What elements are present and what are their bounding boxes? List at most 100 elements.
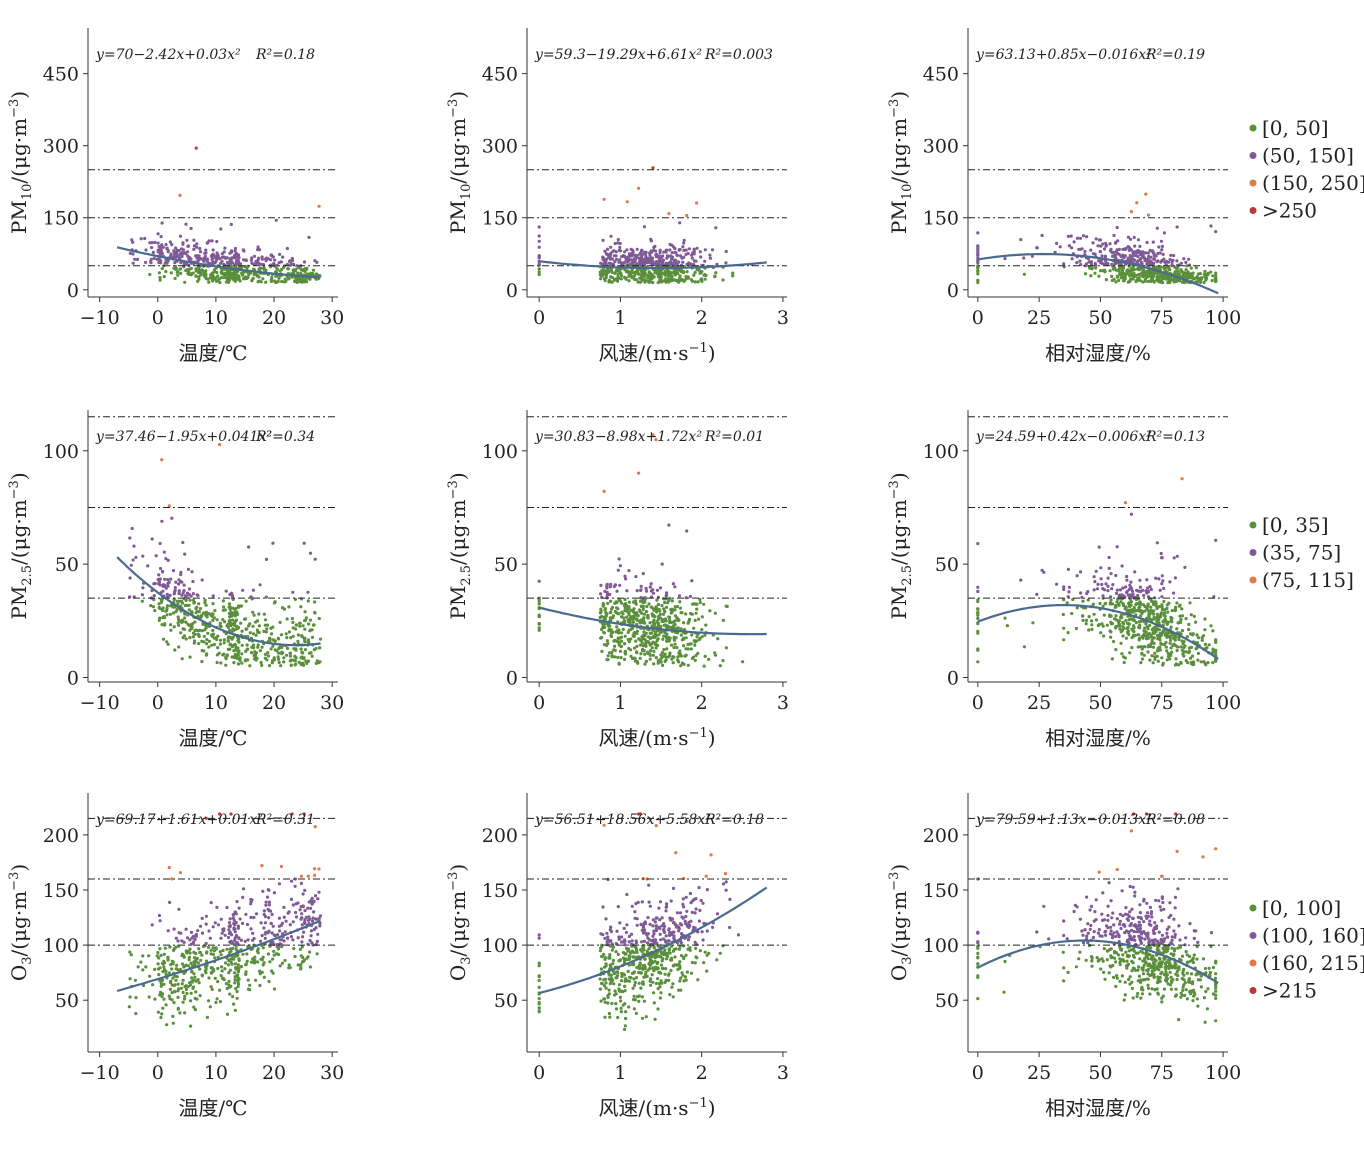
data-point — [682, 644, 686, 648]
data-point — [1128, 651, 1132, 655]
data-point — [313, 611, 317, 615]
data-point — [1169, 646, 1173, 650]
data-point — [228, 647, 232, 651]
data-point — [643, 634, 647, 638]
data-point — [267, 664, 272, 668]
data-point — [179, 986, 183, 990]
data-point — [1160, 656, 1164, 660]
data-point — [626, 630, 630, 635]
data-point — [233, 975, 237, 979]
legend-marker — [1249, 521, 1257, 529]
data-point — [180, 982, 184, 986]
data-point — [141, 586, 145, 590]
y-axis-title-sup: −3 — [7, 872, 22, 891]
data-point — [232, 661, 236, 665]
data-point — [1135, 201, 1139, 205]
data-point — [639, 584, 643, 589]
data-point — [245, 643, 249, 647]
y-tick-label: 0 — [947, 280, 959, 302]
data-point — [1155, 654, 1159, 659]
data-point — [1187, 622, 1191, 627]
data-point — [197, 602, 201, 606]
data-point — [681, 260, 685, 264]
data-point — [658, 996, 662, 1000]
data-point — [281, 255, 285, 259]
data-point — [651, 640, 655, 644]
data-point — [663, 273, 667, 277]
data-point — [141, 554, 145, 558]
data-point — [609, 245, 613, 249]
data-point — [661, 271, 665, 275]
data-point — [169, 271, 173, 275]
data-point — [673, 585, 677, 589]
data-point — [635, 247, 639, 251]
data-point — [294, 915, 299, 919]
data-point — [175, 599, 179, 603]
data-point — [976, 613, 980, 617]
data-point — [172, 598, 176, 602]
data-point — [633, 646, 637, 650]
data-point — [257, 624, 261, 628]
data-point — [204, 610, 208, 614]
data-point — [289, 935, 293, 939]
data-point — [149, 604, 153, 608]
data-point — [1174, 644, 1178, 648]
data-point — [185, 991, 189, 996]
data-point — [662, 607, 666, 611]
data-point — [693, 280, 697, 284]
data-point — [247, 624, 251, 628]
data-point — [1159, 611, 1163, 615]
data-point — [194, 606, 198, 611]
data-point — [659, 938, 663, 942]
data-point — [226, 935, 231, 940]
y-axis-title-sub: 10 — [900, 184, 915, 201]
data-point — [203, 257, 207, 261]
data-point — [280, 943, 284, 947]
data-point — [605, 639, 610, 643]
data-point — [200, 953, 204, 957]
data-point — [713, 275, 717, 279]
data-point — [604, 917, 608, 921]
data-point — [183, 552, 187, 556]
data-point — [1107, 566, 1111, 571]
data-point — [715, 958, 719, 962]
data-point — [665, 593, 669, 597]
data-point — [168, 612, 172, 616]
data-point — [612, 249, 616, 253]
data-point — [273, 258, 277, 262]
data-point — [1152, 271, 1157, 275]
data-point — [610, 257, 615, 261]
r-squared: R²=0.19 — [1145, 47, 1205, 63]
data-point — [182, 997, 187, 1001]
data-point — [1167, 601, 1171, 605]
data-point — [219, 661, 223, 665]
data-point — [1187, 257, 1191, 261]
data-point — [1175, 601, 1179, 605]
data-point — [668, 248, 672, 252]
data-point — [664, 934, 668, 938]
data-point — [1136, 645, 1140, 649]
data-point — [291, 920, 295, 924]
data-point — [724, 261, 728, 265]
data-point — [237, 256, 241, 260]
data-point — [626, 269, 630, 273]
data-point — [610, 270, 614, 274]
data-point — [208, 1005, 212, 1009]
data-point — [293, 654, 297, 658]
data-point — [1194, 647, 1198, 651]
data-point — [1101, 587, 1105, 591]
data-point — [164, 1003, 168, 1007]
data-point — [201, 269, 205, 273]
y-axis-title-sup: −3 — [446, 99, 461, 118]
data-point — [237, 977, 241, 981]
data-point — [239, 604, 243, 608]
data-point — [263, 618, 268, 622]
data-point — [314, 272, 318, 276]
data-point — [166, 957, 170, 961]
data-point — [660, 603, 664, 608]
data-point — [177, 582, 181, 586]
data-point — [625, 589, 629, 593]
data-point — [682, 238, 686, 242]
data-point — [637, 471, 641, 475]
data-point — [714, 271, 718, 275]
